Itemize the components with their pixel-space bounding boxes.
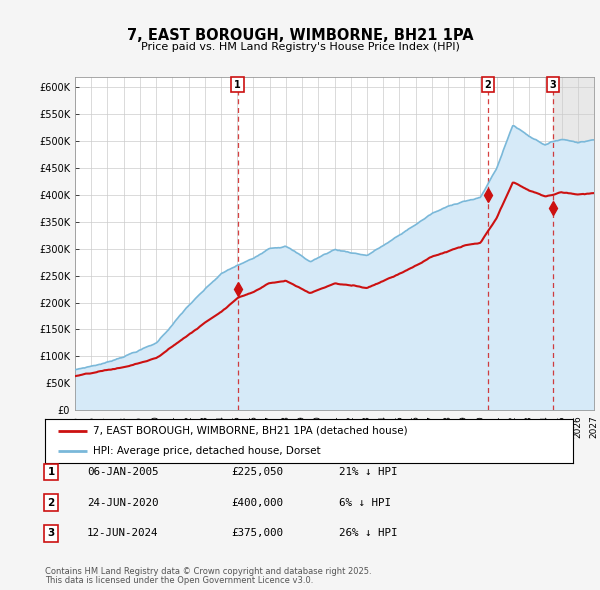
Text: This data is licensed under the Open Government Licence v3.0.: This data is licensed under the Open Gov… <box>45 576 313 585</box>
Text: 2: 2 <box>485 80 491 90</box>
Text: 3: 3 <box>549 80 556 90</box>
Text: 7, EAST BOROUGH, WIMBORNE, BH21 1PA: 7, EAST BOROUGH, WIMBORNE, BH21 1PA <box>127 28 473 43</box>
Text: £225,050: £225,050 <box>231 467 283 477</box>
Text: 3: 3 <box>47 529 55 538</box>
Text: 06-JAN-2005: 06-JAN-2005 <box>87 467 158 477</box>
Text: 2: 2 <box>47 498 55 507</box>
Text: Price paid vs. HM Land Registry's House Price Index (HPI): Price paid vs. HM Land Registry's House … <box>140 42 460 52</box>
Text: Contains HM Land Registry data © Crown copyright and database right 2025.: Contains HM Land Registry data © Crown c… <box>45 566 371 576</box>
Text: 1: 1 <box>47 467 55 477</box>
Text: £400,000: £400,000 <box>231 498 283 507</box>
Bar <box>553 77 594 410</box>
Text: 12-JUN-2024: 12-JUN-2024 <box>87 529 158 538</box>
Text: HPI: Average price, detached house, Dorset: HPI: Average price, detached house, Dors… <box>92 446 320 456</box>
Text: 21% ↓ HPI: 21% ↓ HPI <box>339 467 397 477</box>
Text: 24-JUN-2020: 24-JUN-2020 <box>87 498 158 507</box>
Text: 26% ↓ HPI: 26% ↓ HPI <box>339 529 397 538</box>
Text: 6% ↓ HPI: 6% ↓ HPI <box>339 498 391 507</box>
Text: 1: 1 <box>234 80 241 90</box>
Text: £375,000: £375,000 <box>231 529 283 538</box>
Text: 7, EAST BOROUGH, WIMBORNE, BH21 1PA (detached house): 7, EAST BOROUGH, WIMBORNE, BH21 1PA (det… <box>92 426 407 436</box>
